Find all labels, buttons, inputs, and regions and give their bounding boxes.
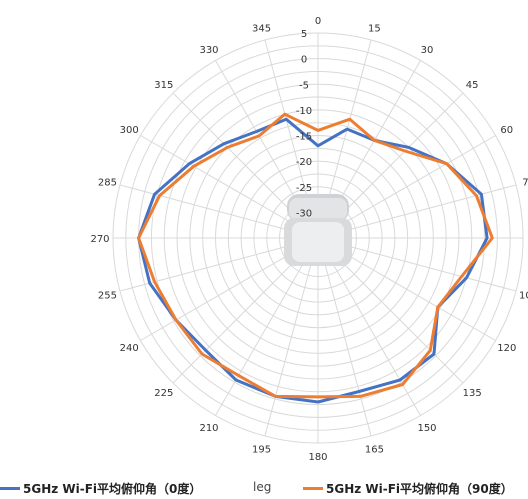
legend-swatch-series-0	[0, 487, 20, 490]
radial-tick-label: -15	[296, 132, 312, 143]
legend-label-series-1: 5GHz Wi-Fi平均俯仰角（90度）	[326, 482, 513, 496]
angle-tick-label: 210	[199, 423, 218, 434]
angle-tick-label: 285	[98, 178, 117, 189]
angle-tick-label: 270	[90, 234, 109, 245]
angle-tick-label: 75	[522, 178, 528, 189]
angle-tick-label: 135	[463, 388, 482, 399]
angle-tick-label: 225	[154, 388, 173, 399]
grid-spoke	[264, 237, 319, 437]
radial-tick-label: -30	[296, 208, 312, 219]
angle-tick-label: 180	[308, 452, 327, 463]
angle-tick-label: 120	[497, 343, 516, 354]
axis-labels: 0153045607590105120135150165180195210225…	[90, 16, 528, 463]
angle-tick-label: 330	[199, 45, 218, 56]
series-line-1	[137, 112, 494, 399]
angle-tick-label: 0	[315, 16, 321, 27]
angle-tick-label: 60	[500, 125, 513, 136]
polar-chart: 0153045607590105120135150165180195210225…	[90, 16, 528, 463]
angle-tick-label: 300	[120, 125, 139, 136]
radial-tick-label: 5	[301, 29, 307, 40]
legend-entry-series-0: 5GHz Wi-Fi平均俯仰角（0度）	[0, 480, 201, 497]
angle-tick-label: 165	[365, 445, 384, 456]
series-layer	[137, 112, 494, 404]
angle-tick-label: 45	[466, 80, 479, 91]
legend-label-series-0: 5GHz Wi-Fi平均俯仰角（0度）	[23, 482, 202, 496]
angle-tick-label: 255	[98, 290, 117, 301]
angle-tick-label: 195	[252, 445, 271, 456]
legend-entry-series-1: 5GHz Wi-Fi平均俯仰角（90度）	[303, 480, 513, 497]
legend-middle-text: leg	[253, 480, 272, 494]
legend-swatch-series-1	[303, 487, 323, 490]
angle-tick-label: 105	[519, 290, 528, 301]
angle-tick-label: 345	[252, 23, 271, 34]
legend: 5GHz Wi-Fi平均俯仰角（0度） leg 5GHz Wi-Fi平均俯仰角（…	[0, 478, 528, 498]
angle-tick-label: 15	[368, 23, 381, 34]
grid-spoke	[317, 237, 421, 416]
radial-tick-label: -5	[299, 80, 309, 91]
radial-tick-label: -20	[296, 157, 312, 168]
grid-spoke	[215, 237, 319, 416]
access-point-device-icon	[284, 194, 352, 266]
radial-tick-label: 0	[301, 55, 307, 66]
angle-tick-label: 315	[154, 80, 173, 91]
radial-tick-label: -25	[296, 183, 312, 194]
angle-tick-label: 150	[417, 423, 436, 434]
radial-tick-label: -10	[296, 106, 312, 117]
angle-tick-label: 240	[120, 343, 139, 354]
angle-tick-label: 30	[421, 45, 434, 56]
grid-spoke	[317, 237, 372, 437]
